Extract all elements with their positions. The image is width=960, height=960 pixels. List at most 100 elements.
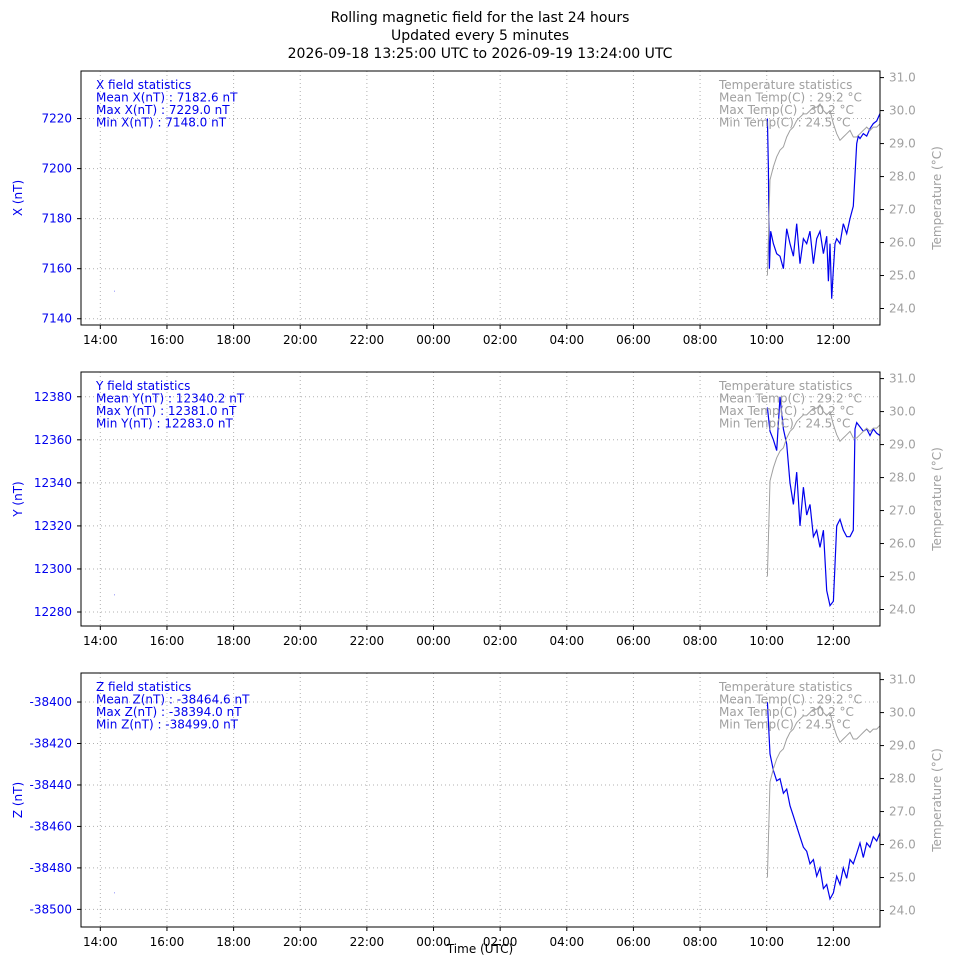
field-stat-line: Max Y(nT) : 12381.0 nT — [96, 404, 237, 418]
field-series-line-x — [766, 113, 881, 299]
field-stat-line: Max Z(nT) : -38394.0 nT — [96, 705, 242, 719]
y2-tick-label: 31.0 — [889, 673, 916, 687]
temp-stat-line: Temperature statistics — [718, 78, 852, 92]
field-stat-line: Min X(nT) : 7148.0 nT — [96, 116, 227, 130]
y2-tick-label: 25.0 — [889, 269, 916, 283]
y2-tick-label: 30.0 — [889, 104, 916, 118]
y-axis-label: Z (nT) — [11, 782, 25, 818]
x-tick-label: 18:00 — [216, 634, 251, 648]
y2-tick-label: 29.0 — [889, 438, 916, 452]
y-tick-label: -38420 — [29, 736, 72, 750]
x-axis-label: Time (UTC) — [446, 942, 513, 956]
y-tick-label: 7140 — [41, 312, 72, 326]
temp-stat-line: Min Temp(C) : 24.5 °C — [719, 116, 850, 130]
y2-tick-label: 27.0 — [889, 805, 916, 819]
x-tick-label: 06:00 — [616, 935, 651, 949]
x-tick-label: 20:00 — [283, 935, 318, 949]
field-stat-line: Z field statistics — [96, 680, 191, 694]
y2-tick-label: 26.0 — [889, 236, 916, 250]
y-tick-label: -38480 — [29, 861, 72, 875]
x-tick-label: 06:00 — [616, 634, 651, 648]
y2-tick-label: 27.0 — [889, 504, 916, 518]
x-tick-label: 18:00 — [216, 333, 251, 347]
x-tick-label: 02:00 — [483, 333, 518, 347]
y2-tick-label: 26.0 — [889, 838, 916, 852]
x-tick-label: 14:00 — [83, 634, 118, 648]
y-tick-label: 7200 — [41, 162, 72, 176]
temp-series-line-y — [766, 404, 881, 577]
y2-tick-label: 29.0 — [889, 739, 916, 753]
x-tick-label: 02:00 — [483, 634, 518, 648]
x-tick-label: 16:00 — [150, 935, 185, 949]
x-tick-label: 12:00 — [816, 634, 851, 648]
temp-stat-line: Min Temp(C) : 24.5 °C — [719, 718, 850, 732]
x-tick-label: 14:00 — [83, 935, 118, 949]
y2-tick-label: 30.0 — [889, 706, 916, 720]
x-tick-label: 04:00 — [550, 634, 585, 648]
temp-stat-line: Temperature statistics — [718, 379, 852, 393]
field-stat-line: Mean X(nT) : 7182.6 nT — [96, 91, 238, 105]
y-tick-label: 7160 — [41, 262, 72, 276]
temp-stat-line: Max Temp(C) : 30.2 °C — [719, 404, 854, 418]
x-tick-label: 06:00 — [616, 333, 651, 347]
plot-frame — [80, 672, 881, 928]
y2-tick-label: 24.0 — [889, 603, 916, 617]
field-stat-line: X field statistics — [96, 78, 191, 92]
x-tick-label: 04:00 — [550, 935, 585, 949]
figure-subtitle: Updated every 5 minutes — [391, 28, 569, 44]
field-stat-line: Mean Y(nT) : 12340.2 nT — [96, 392, 245, 406]
x-tick-label: 04:00 — [550, 333, 585, 347]
y-tick-label: 12360 — [34, 433, 72, 447]
x-tick-label: 22:00 — [350, 935, 385, 949]
x-tick-label: 18:00 — [216, 935, 251, 949]
temp-stat-line: Temperature statistics — [718, 680, 852, 694]
x-tick-label: 02:00 — [483, 935, 518, 949]
x-tick-label: 10:00 — [749, 333, 784, 347]
x-tick-label: 20:00 — [283, 634, 318, 648]
y2-tick-label: 31.0 — [889, 71, 916, 85]
y2-tick-label: 26.0 — [889, 537, 916, 551]
y-tick-label: 12340 — [34, 476, 72, 490]
x-tick-label: 08:00 — [683, 634, 718, 648]
panel-y: 14:00 16:00 18:00 20:00 22:00 00:00 02:00 04:00… — [11, 371, 944, 648]
panel-x: 14:00 16:00 18:00 20:00 22:00 00:00 02:00 04:00… — [11, 70, 944, 347]
field-series-line-y — [766, 396, 881, 607]
plot-frame — [80, 70, 881, 326]
x-tick-label: 14:00 — [83, 333, 118, 347]
x-tick-label: 12:00 — [816, 935, 851, 949]
y2-tick-label: 28.0 — [889, 471, 916, 485]
x-tick-label: 08:00 — [683, 333, 718, 347]
y2-tick-label: 25.0 — [889, 570, 916, 584]
x-tick-label: 22:00 — [350, 634, 385, 648]
panel-z: 14:00 16:00 18:00 20:00 22:00 00:00 02:00 04:00… — [11, 672, 944, 949]
temp-series-line-x — [766, 103, 881, 276]
y2-tick-label: 25.0 — [889, 871, 916, 885]
y-tick-label: -38400 — [29, 695, 72, 709]
y2-axis-label: Temperature (°C) — [930, 146, 944, 251]
x-tick-label: 00:00 — [416, 634, 451, 648]
x-tick-label: 22:00 — [350, 333, 385, 347]
y-tick-label: 12320 — [34, 519, 72, 533]
temp-stat-line: Mean Temp(C) : 29.2 °C — [719, 693, 862, 707]
y2-tick-label: 30.0 — [889, 405, 916, 419]
x-tick-label: 12:00 — [816, 333, 851, 347]
y2-axis-label: Temperature (°C) — [930, 447, 944, 552]
y-tick-label: -38440 — [29, 778, 72, 792]
figure-title: Rolling magnetic field for the last 24 h… — [331, 10, 630, 26]
y-tick-label: 7180 — [41, 212, 72, 226]
field-stat-line: Mean Z(nT) : -38464.6 nT — [96, 693, 250, 707]
y-axis-label: X (nT) — [11, 180, 25, 216]
x-tick-label: 16:00 — [150, 634, 185, 648]
y-axis-label: Y (nT) — [11, 481, 25, 517]
panels: 14:00 16:00 18:00 20:00 22:00 00:00 02:00 04:00… — [11, 70, 944, 949]
field-stat-line: Max X(nT) : 7229.0 nT — [96, 103, 230, 117]
temp-stat-line: Max Temp(C) : 30.2 °C — [719, 103, 854, 117]
y-tick-label: 12380 — [34, 390, 72, 404]
x-tick-label: 16:00 — [150, 333, 185, 347]
y-tick-label: 7220 — [41, 112, 72, 126]
temp-stat-line: Min Temp(C) : 24.5 °C — [719, 417, 850, 431]
y2-tick-label: 27.0 — [889, 203, 916, 217]
temp-stat-line: Mean Temp(C) : 29.2 °C — [719, 91, 862, 105]
y-tick-label: -38460 — [29, 819, 72, 833]
